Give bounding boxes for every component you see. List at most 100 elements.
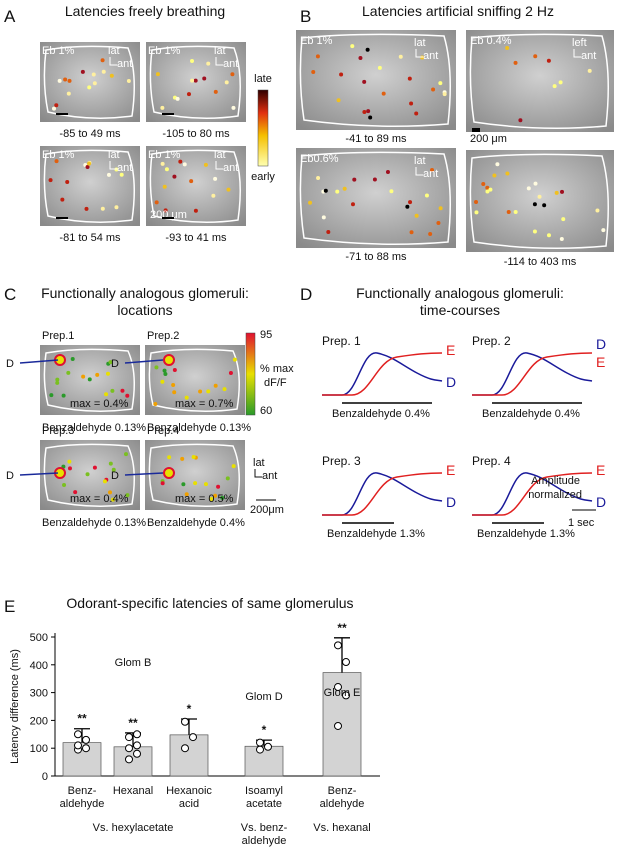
glomerulus-dot [385,170,390,175]
tissue-image [466,150,614,252]
bulb-outline [43,45,135,119]
glomerulus-dot [66,370,71,375]
orient-arrow [109,57,117,66]
glomerulus-dot [431,87,436,92]
significance: * [262,723,267,737]
glomerulus-dot [438,206,443,211]
trace-red [472,352,593,396]
glomerulus-dot [167,455,172,460]
glomerulus-hotspot [163,354,175,366]
glomerulus-dot [55,380,60,385]
annotation: Glom B [115,657,152,669]
data-point [334,641,342,650]
panel-title: Latencies artificial sniffing 2 Hz [362,3,554,19]
glomerulus-dot [225,476,230,481]
glomerulus-dot [49,393,54,398]
scale-bar [472,128,480,132]
orient-label: lat [414,155,426,167]
glomerulus-dot [110,497,115,502]
colorbar-label: late [254,73,272,85]
prep-label: Prep.2 [147,330,179,342]
glomerulus-dot [154,365,159,370]
data-point [82,735,90,744]
glomerulus-label: D [6,358,14,370]
scale-bar [162,113,174,115]
glomerulus-dot [232,357,237,362]
orient-label: lat [214,149,226,161]
glomerulus-dot [409,230,414,235]
glomerulus-dot [125,493,130,498]
glomerulus-dot [408,200,413,205]
glomerulus-dot [85,165,90,170]
panel-letter: C [4,285,16,304]
glomerulus-dot [321,215,326,220]
glomerulus-dot [495,162,500,167]
glomerulus-dot [125,393,130,398]
orient-arrow [254,469,262,478]
glomerulus-dot [438,81,443,86]
data-point [133,749,141,758]
glomerulus-dot [155,72,160,77]
glomerulus-dot [405,204,410,209]
colorbar [245,332,256,416]
glomerulus-dot [84,206,89,211]
data-point [133,730,141,739]
orient-label: ant [423,50,438,62]
glomerulus-dot [108,490,113,495]
scale-bar [56,113,68,115]
glomerulus-dot [308,200,313,205]
bar [322,672,362,777]
glomerulus-dot [193,78,198,83]
panel-letter: E [4,597,15,616]
colorbar-label: 95 [260,329,272,341]
glomerulus-dot [52,106,57,111]
glomerulus-dot [203,482,208,487]
error-bar [74,728,90,743]
orient-label: lat [108,149,120,161]
glomerulus-dot [414,111,419,116]
y-tick-label: 500 [30,632,48,644]
orient-label: lat [414,37,426,49]
glomerulus-dot [537,194,542,199]
glomerulus-dot [95,372,100,377]
orient-arrow [573,49,581,58]
glomerulus-dot [65,180,70,185]
glomerulus-dot [595,208,600,213]
panel-letter: A [4,7,16,26]
odor-label: Eb 1% [148,45,181,57]
panel-letter: D [300,285,312,304]
bulb-outline [469,153,609,249]
glomerulus-dot [81,374,86,379]
data-point [125,733,133,742]
glomerulus-dot [70,357,75,362]
colorbar-label: dF/F [264,377,287,389]
note: Amplitude [531,475,580,487]
orient-label: left [572,37,587,49]
glomerulus-dot [222,387,227,392]
glomerulus-dot [160,379,165,384]
glomerulus-dot [352,177,357,182]
glomerulus-dot [335,189,340,194]
glomerulus-dot [492,173,497,178]
glomerulus-dot [153,402,158,407]
glomerulus-dot [414,213,419,218]
bulb-outline [43,149,135,223]
glomerulus-dot [377,65,382,70]
orient-label: lat [253,457,265,469]
glomerulus-dot [587,68,592,73]
glomerulus-dot [365,47,370,52]
glomerulus-dot [111,467,116,472]
glomerulus-dot [372,177,377,182]
glomerulus-dot [315,54,320,59]
glomerulus-dot [182,162,187,167]
glomerulus-dot [213,176,218,181]
glomerulus-dot [226,187,231,192]
glomerulus-dot [428,232,433,237]
glomerulus-dot [211,193,216,198]
glomerulus-pointer [19,472,59,476]
glomerulus-dot [203,162,208,167]
y-tick-label: 0 [42,771,48,783]
panel-title: Functionally analogous glomeruli: [356,285,564,301]
scale-bar [162,217,174,219]
trace-red [472,472,593,516]
